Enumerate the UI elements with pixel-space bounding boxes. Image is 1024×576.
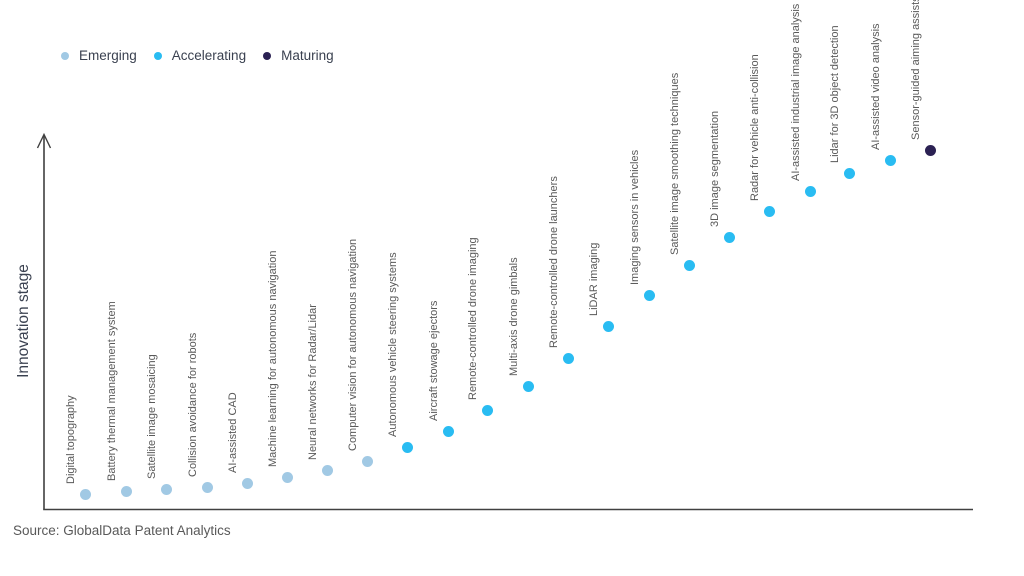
data-point xyxy=(522,380,534,392)
data-point xyxy=(602,320,614,332)
data-point-label: LiDAR imaging xyxy=(588,242,600,316)
data-point-label: Sensor-guided aiming assists xyxy=(910,0,922,140)
data-point-label: AI-assisted industrial image analysis xyxy=(790,3,802,181)
data-point-label: AI-assisted CAD xyxy=(227,392,239,473)
data-point xyxy=(281,471,293,483)
data-point-label: Lidar for 3D object detection xyxy=(829,25,841,163)
data-point-label: Collision avoidance for robots xyxy=(187,332,199,477)
legend-dot-icon xyxy=(263,51,272,60)
data-point-label: Multi-axis drone gimbals xyxy=(508,257,520,376)
data-point xyxy=(843,167,855,179)
legend-item-label: Maturing xyxy=(281,48,334,63)
data-point xyxy=(562,352,574,364)
legend-dot-icon xyxy=(153,51,162,60)
data-point xyxy=(643,289,655,301)
data-point xyxy=(241,477,253,489)
data-point-label: Neural networks for Radar/Lidar xyxy=(307,304,319,460)
data-point xyxy=(120,485,132,497)
legend-item-label: Accelerating xyxy=(171,48,247,63)
data-point xyxy=(924,144,936,156)
data-point xyxy=(361,455,373,467)
source-note: Source: GlobalData Patent Analytics xyxy=(13,523,231,538)
legend-item-label: Emerging xyxy=(79,48,137,63)
legend: Emerging Accelerating Maturing xyxy=(61,48,334,63)
data-point-label: Imaging sensors in vehicles xyxy=(629,149,641,285)
data-point-label: Computer vision for autonomous navigatio… xyxy=(347,238,359,451)
data-point-label: Remote-controlled drone imaging xyxy=(467,237,479,400)
data-point xyxy=(160,483,172,495)
data-point-label: Radar for vehicle anti-collision xyxy=(749,54,761,201)
data-point xyxy=(321,464,333,476)
data-point xyxy=(804,185,816,197)
data-point xyxy=(723,231,735,243)
data-point-label: Machine learning for autonomous navigati… xyxy=(267,250,279,467)
data-point xyxy=(401,441,413,453)
legend-item-maturing: Maturing xyxy=(263,48,334,63)
data-point xyxy=(763,205,775,217)
data-point xyxy=(442,425,454,437)
data-point xyxy=(683,259,695,271)
data-point-label: Digital topography xyxy=(65,395,77,484)
data-point xyxy=(481,404,493,416)
data-point-label: 3D image segmentation xyxy=(709,110,721,227)
data-point xyxy=(79,488,91,500)
data-point-label: Satellite image smoothing techniques xyxy=(669,72,681,255)
data-point-label: Autonomous vehicle steering systems xyxy=(387,252,399,437)
legend-dot-icon xyxy=(61,51,69,60)
data-point-label: AI-assisted video analysis xyxy=(870,23,882,150)
data-point-label: Remote-controlled drone launchers xyxy=(548,176,560,348)
data-point xyxy=(884,154,896,166)
y-axis-arrow-icon xyxy=(36,132,52,149)
data-point xyxy=(201,481,213,493)
y-axis-title: Innovation stage xyxy=(15,264,32,378)
data-point-label: Aircraft stowage ejectors xyxy=(428,300,440,421)
data-point-label: Satellite image mosaicing xyxy=(146,354,158,479)
legend-item-emerging: Emerging xyxy=(61,48,137,63)
data-point-label: Battery thermal management system xyxy=(106,301,118,481)
legend-item-accelerating: Accelerating xyxy=(153,48,247,63)
